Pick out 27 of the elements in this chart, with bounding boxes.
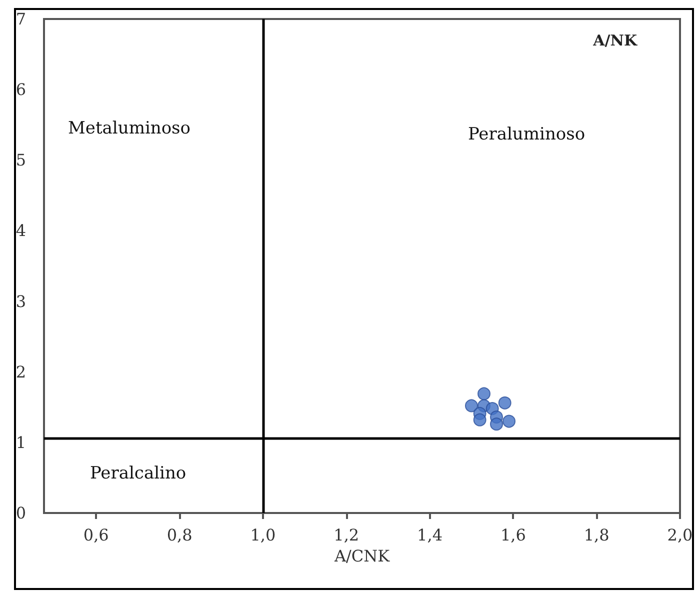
- x-tick-label: 1,8: [584, 526, 610, 544]
- y-tick-label: 0: [16, 504, 26, 522]
- annotation: Peralcalino: [90, 464, 186, 484]
- y-tick-label: 6: [16, 80, 26, 100]
- point: [473, 413, 486, 426]
- point: [498, 396, 512, 410]
- x-tick-label: 1,0: [250, 526, 276, 544]
- x-axis-title: A/CNK: [333, 546, 391, 566]
- y-tick-label: 2: [16, 362, 26, 382]
- y-axis-title: A/NK: [592, 32, 638, 50]
- annotation: Metaluminoso: [68, 118, 191, 138]
- x-tick-label: 0,8: [166, 526, 192, 544]
- point: [478, 387, 490, 400]
- y-tick-label: 4: [16, 221, 26, 240]
- y-tick-label: 5: [16, 150, 26, 170]
- annotation: Peraluminoso: [468, 124, 586, 144]
- point: [490, 418, 503, 431]
- x-tick-label: 1,6: [500, 526, 526, 544]
- x-tick-label: 1,4: [417, 526, 442, 544]
- y-tick-label: 1: [16, 432, 26, 452]
- point: [464, 399, 478, 412]
- x-tick-label: 1,2: [334, 526, 360, 544]
- y-tick-label: 3: [16, 292, 26, 311]
- x-tick-label: 2,0: [667, 526, 693, 544]
- point: [502, 414, 516, 428]
- x-tick-label: 0,6: [83, 526, 109, 544]
- y-tick-label: 7: [16, 10, 26, 28]
